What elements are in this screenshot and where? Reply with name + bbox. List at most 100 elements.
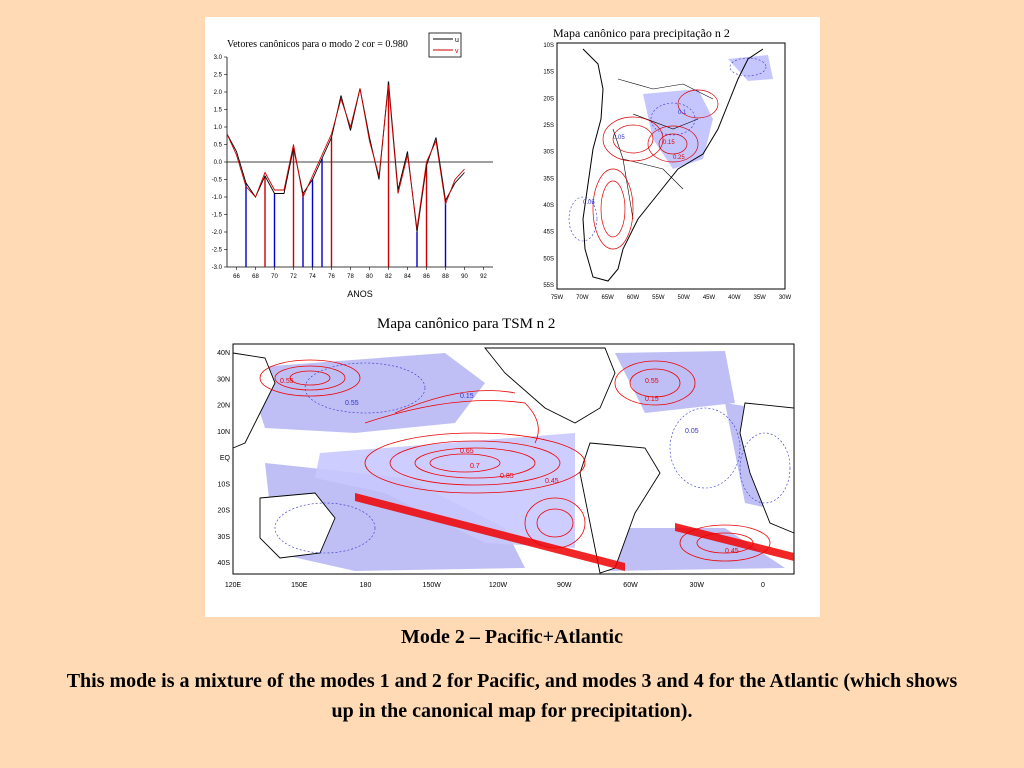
legend-label-v: v [455,48,459,55]
svg-text:0.05: 0.05 [685,428,699,435]
x-axis-label: ANOS [347,289,373,299]
precip-negative-shade-north [728,55,773,81]
sst-contour-labels: 0.55 0.55 0.15 0.65 0.85 0.7 0.45 0.55 0… [280,378,739,555]
precip-lat-labels: 10S 15S 20S 25S 30S 35S 40S 45S 50S 55S [543,43,554,289]
sst-lon-label: 120W [489,582,508,589]
precip-lat-label: 15S [543,70,554,76]
legend-label-u: u [455,37,459,44]
sst-lat-label: 40S [218,560,231,567]
sst-lon-label: 180 [360,582,372,589]
svg-text:0.45: 0.45 [725,548,739,555]
precip-lon-label: 45W [703,295,716,301]
precip-contour-label: 0.15 [663,140,675,146]
x-tick-label: 86 [423,274,430,280]
precip-lat-label: 10S [543,43,554,49]
sst-lat-label: EQ [220,455,231,462]
sst-lat-label: 10N [217,429,230,436]
land-masses [232,347,795,574]
sst-lon-label: 0 [761,582,765,589]
chart-legend: u v [428,32,462,58]
y-tick-label: -1.5 [212,213,223,219]
precip-contour-label: 0.05 [613,135,625,141]
sst-lon-label: 60W [623,582,638,589]
x-tick-label: 90 [461,274,468,280]
precip-lon-label: 35W [753,295,766,301]
x-tick-label: 92 [480,274,487,280]
chart-lines [226,81,465,233]
sst-lon-label: 90W [557,582,572,589]
x-tick-label: 78 [347,274,354,280]
y-tick-label: 1.0 [214,125,223,131]
series-line-v [226,84,465,229]
country-borders [612,78,714,220]
chart-title: Vetores canônicos para o modo 2 cor = 0.… [227,39,408,50]
sst-gradient-band-atlantic [675,523,794,561]
y-tick-label: -2.0 [212,230,223,236]
svg-text:0.85: 0.85 [500,473,514,480]
y-tick-label: -1.0 [212,195,223,201]
y-tick-label: 2.0 [214,90,223,96]
x-tick-label: 88 [442,274,449,280]
sst-lon-label: 150W [423,582,442,589]
svg-text:0.65: 0.65 [460,448,474,455]
chart-bars [245,81,447,267]
slide-caption-body: This mode is a mixture of the modes 1 an… [66,670,958,722]
sst-lat-label: 10S [218,481,231,488]
precip-lon-label: 60W [627,295,640,301]
svg-text:0.45: 0.45 [545,478,559,485]
precip-lat-label: 55S [543,283,554,289]
x-tick-label: 70 [271,274,278,280]
svg-text:0.55: 0.55 [280,378,294,385]
figure-panel: Vetores canônicos para o modo 2 cor = 0.… [205,17,820,617]
precip-map-title: Mapa canônico para precipitação n 2 [553,26,730,40]
precip-lon-label: 75W [551,295,564,301]
precip-lat-label: 20S [543,96,554,102]
x-tick-label: 66 [233,274,240,280]
sst-lat-labels: 40N 30N 20N 10N EQ 10S 20S 30S 40S [217,350,230,567]
precip-lon-label: 40W [728,295,741,301]
precip-lon-label: 30W [779,295,792,301]
precip-contour-label: 0.25 [673,155,685,161]
svg-text:0.7: 0.7 [470,463,480,470]
precip-contour-label: 0.05 [583,200,595,206]
x-tick-label: 68 [252,274,259,280]
slide-caption-title: Mode 2 – Pacific+Atlantic [401,626,623,648]
precip-lat-label: 45S [543,230,554,236]
y-tick-label: -2.5 [212,248,223,254]
precip-lat-label: 30S [543,150,554,156]
precipitation-map: Mapa canônico para precipitação n 2 0.05… [543,26,792,301]
precip-lon-label: 55W [652,295,665,301]
sst-map: Mapa canônico para TSM n 2 [217,316,795,589]
y-tick-label: 3.0 [214,55,223,61]
precip-lon-labels: 75W 70W 65W 60W 55W 50W 45W 40W 35W 30W [551,295,792,301]
x-tick-label: 72 [290,274,297,280]
precip-contour-label: 0.1 [678,110,687,116]
sst-lon-labels: 120E 150E 180 150W 120W 90W 60W 30W 0 [225,582,765,589]
precip-lon-label: 65W [601,295,614,301]
x-tick-label: 80 [366,274,373,280]
y-tick-label: 1.5 [214,108,223,114]
sst-lat-label: 30N [217,376,230,383]
sst-negative-contours [274,362,791,554]
south-america-coastline [582,48,764,282]
y-tick-label: 0.0 [214,160,223,166]
sst-positive-contours [259,359,771,562]
y-tick-label: 2.5 [214,73,223,79]
sst-lon-label: 120E [225,582,242,589]
sst-lat-label: 40N [217,350,230,357]
sst-map-title: Mapa canônico para TSM n 2 [377,316,555,332]
precip-positive-contours [592,89,719,250]
sst-lon-label: 30W [690,582,705,589]
asia-coast [232,352,276,449]
y-tick-label: -0.5 [212,178,223,184]
chart-axes: 3.0 2.5 2.0 1.5 1.0 0.5 0.0 -0.5 -1.0 -1.5 -2.0 -2.… [212,55,493,280]
x-tick-label: 84 [404,274,411,280]
sst-positive-shading [315,433,575,548]
y-tick-label: 0.5 [214,143,223,149]
precip-lat-label: 35S [543,176,554,182]
north-america-coast [484,347,616,424]
svg-text:0.15: 0.15 [645,396,659,403]
sst-lat-label: 20N [217,403,230,410]
svg-text:0.55: 0.55 [645,378,659,385]
precip-lat-label: 25S [543,123,554,129]
